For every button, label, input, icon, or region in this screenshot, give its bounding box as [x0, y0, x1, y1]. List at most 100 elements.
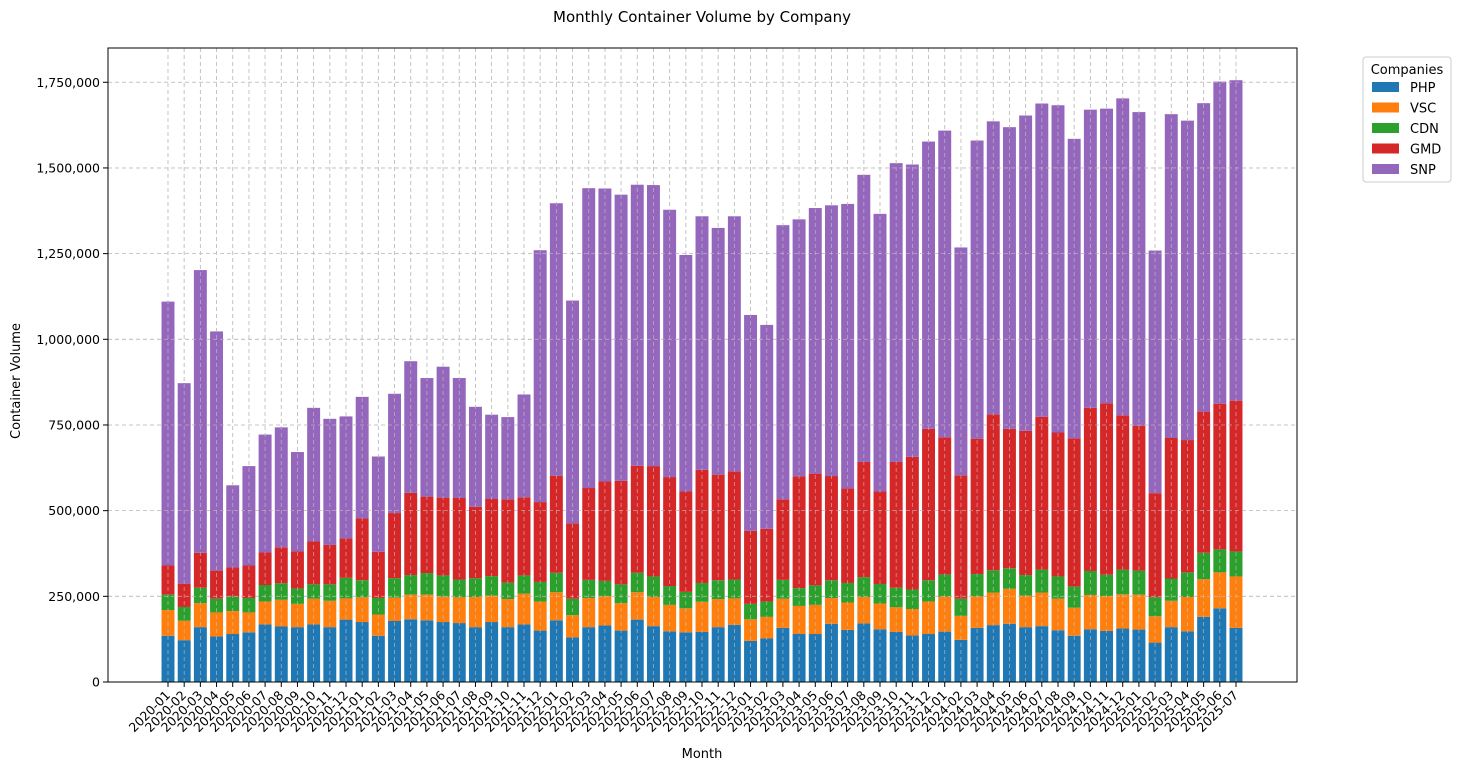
bar-segment-vsc: [776, 598, 790, 628]
bar-segment-vsc: [760, 616, 774, 639]
bar-segment-cdn: [646, 576, 660, 598]
bar-segment-php: [1197, 616, 1211, 682]
bar-segment-gmd: [517, 497, 531, 576]
bar-segment-vsc: [1164, 600, 1178, 628]
legend-swatch-vsc: [1372, 102, 1399, 113]
bar-segment-gmd: [355, 518, 369, 581]
bar-segment-cdn: [404, 575, 418, 595]
bar-segment-cdn: [695, 582, 709, 602]
bar-segment-vsc: [1100, 595, 1114, 631]
bar-segment-cdn: [517, 575, 531, 594]
bar-segment-snp: [436, 366, 450, 498]
bar-segment-cdn: [177, 606, 191, 621]
bar-segment-vsc: [420, 594, 434, 621]
bar-segment-php: [776, 627, 790, 682]
bar-segment-vsc: [679, 608, 693, 633]
bar-segment-cdn: [1180, 572, 1194, 598]
bar-segment-php: [1051, 630, 1065, 682]
bar-segment-gmd: [533, 502, 547, 582]
bar-segment-cdn: [938, 574, 952, 597]
bar-segment-snp: [452, 378, 466, 498]
bar-segment-php: [1229, 627, 1243, 682]
bar-segment-php: [695, 631, 709, 682]
bar-segment-snp: [242, 466, 256, 566]
legend-swatch-cdn: [1372, 123, 1399, 133]
bar-segment-snp: [388, 393, 402, 514]
bar-segment-vsc: [938, 596, 952, 632]
bar-segment-cdn: [614, 584, 628, 604]
y-tick-label: 1,500,000: [36, 160, 100, 175]
bar-segment-php: [1035, 626, 1049, 682]
bar-segment-gmd: [824, 476, 838, 581]
bar-segment-gmd: [646, 466, 660, 577]
bar-segment-php: [290, 627, 304, 682]
bar-segment-snp: [776, 225, 790, 500]
bar-segment-vsc: [1132, 594, 1146, 630]
bar-segment-snp: [1164, 114, 1178, 438]
bar-segment-php: [889, 631, 903, 682]
y-tick-label: 0: [92, 675, 100, 690]
bar-segment-php: [1132, 629, 1146, 682]
bar-segment-php: [663, 631, 677, 682]
bar-segment-cdn: [1019, 575, 1033, 596]
bar-segment-gmd: [210, 570, 224, 599]
bar-segment-php: [841, 629, 855, 682]
bar-segment-gmd: [905, 456, 919, 590]
bar-segment-snp: [824, 205, 838, 477]
bar-segment-cdn: [1002, 568, 1016, 589]
bar-segment-php: [582, 627, 596, 682]
legend-label-cdn: CDN: [1410, 122, 1439, 137]
bar-segment-gmd: [274, 547, 288, 584]
bar-segment-vsc: [808, 604, 822, 635]
legend-items: PHP VSC CDN GMD SNP: [1372, 81, 1441, 178]
bar-segment-cdn: [307, 584, 321, 599]
bar-segment-snp: [646, 185, 660, 467]
bar-segment-gmd: [1164, 437, 1178, 579]
bar-segment-cdn: [1229, 551, 1243, 577]
chart-title: Monthly Container Volume by Company: [553, 8, 851, 26]
bar-segment-cdn: [323, 584, 337, 601]
bar-segment-vsc: [630, 592, 644, 620]
bar-segment-snp: [274, 427, 288, 548]
bar-segment-vsc: [566, 615, 580, 638]
bar-segment-snp: [841, 203, 855, 489]
bar-segment-gmd: [760, 528, 774, 602]
legend-label-vsc: VSC: [1410, 102, 1436, 117]
bar-segment-php: [533, 630, 547, 682]
bar-segment-snp: [566, 300, 580, 524]
bar-segment-php: [1180, 631, 1194, 682]
bar-segment-gmd: [841, 488, 855, 583]
bar-segment-php: [1083, 629, 1097, 682]
bar-segment-php: [1148, 642, 1162, 682]
bar-segment-cdn: [258, 585, 272, 602]
bar-segment-snp: [1002, 127, 1016, 429]
bar-segment-snp: [792, 219, 806, 477]
bar-segment-snp: [857, 174, 871, 462]
bar-segment-snp: [630, 184, 644, 466]
bar-segment-php: [873, 629, 887, 682]
bar-segment-cdn: [905, 589, 919, 610]
bar-segment-snp: [808, 208, 822, 474]
bar-segment-gmd: [808, 473, 822, 586]
bar-segment-gmd: [1019, 430, 1033, 576]
bar-segment-gmd: [485, 498, 499, 577]
y-tick-label: 500,000: [48, 503, 100, 518]
bar-segment-php: [468, 627, 482, 682]
legend: Companies PHP VSC CDN GMD SNP: [1362, 56, 1452, 183]
bar-segment-vsc: [258, 601, 272, 625]
bar-segment-gmd: [436, 497, 450, 576]
bar-segment-vsc: [954, 615, 968, 640]
bar-segment-gmd: [339, 538, 353, 578]
bar-segment-cdn: [1100, 574, 1114, 596]
bar-segment-snp: [1116, 98, 1130, 416]
bar-segment-snp: [954, 247, 968, 476]
bar-segment-vsc: [1180, 597, 1194, 632]
bar-segment-vsc: [792, 605, 806, 635]
bar-segment-vsc: [274, 599, 288, 627]
bar-segment-cdn: [970, 574, 984, 597]
bar-segment-vsc: [468, 597, 482, 628]
bar-segment-snp: [193, 270, 207, 553]
bar-segment-snp: [1197, 103, 1211, 412]
legend-label-snp: SNP: [1410, 163, 1436, 178]
